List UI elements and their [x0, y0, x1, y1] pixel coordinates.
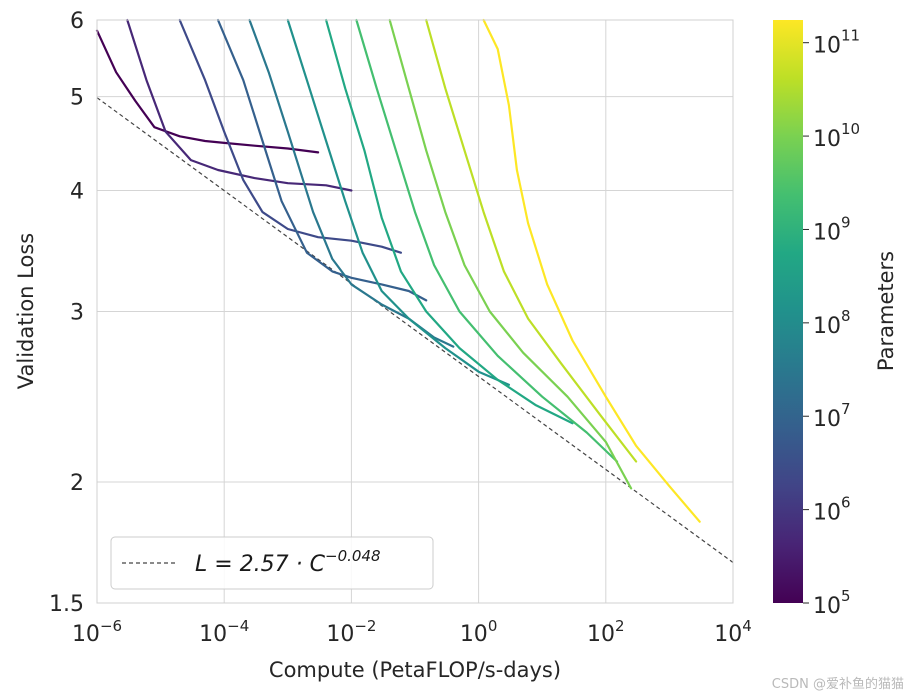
- y-tick-labels: 1.5 2 3 4 5 6: [49, 9, 84, 617]
- series-line-8: [355, 18, 619, 463]
- series-line-4: [216, 18, 428, 302]
- colorbar-tick-label: 109: [813, 213, 851, 245]
- series-line-10: [425, 18, 638, 463]
- x-tick-label: 10−4: [199, 617, 249, 647]
- legend: L = 2.57 · C−0.048: [110, 536, 434, 590]
- legend-label: L = 2.57 · C−0.048: [195, 547, 381, 577]
- series-line-9: [388, 18, 633, 490]
- series-line-3: [178, 18, 402, 254]
- series-line-6: [286, 18, 510, 386]
- colorbar-tick-label: 106: [813, 494, 851, 526]
- fit-line-group: [96, 97, 734, 563]
- x-tick-labels: 10−6 10−4 10−2 100 102 104: [72, 617, 752, 647]
- y-tick-label: 1.5: [49, 592, 84, 617]
- colorbar-tick-label: 1010: [813, 120, 860, 152]
- series-line-2: [126, 18, 353, 192]
- x-tick-label: 104: [714, 617, 752, 647]
- series-line-11: [482, 18, 701, 523]
- colorbar-tick-label: 107: [813, 400, 851, 432]
- plot-frame: [96, 19, 734, 604]
- y-tick-label: 4: [70, 180, 84, 205]
- x-tick-label: 10−6: [72, 617, 122, 647]
- colorbar-tick-label: 1011: [813, 27, 860, 59]
- series-group: [95, 18, 701, 523]
- y-tick-label: 6: [70, 9, 84, 34]
- colorbar-tick-label: 108: [813, 307, 851, 339]
- y-tick-label: 5: [70, 86, 84, 111]
- x-tick-label: 100: [460, 617, 498, 647]
- x-tick-label: 10−2: [326, 617, 376, 647]
- legend-box: [110, 536, 434, 590]
- colorbar: [773, 20, 803, 603]
- legend-label-exponent: −0.048: [325, 547, 381, 565]
- colorbar-label: Parameters: [874, 251, 898, 371]
- y-tick-label: 2: [70, 471, 84, 496]
- series-line-1: [95, 29, 320, 154]
- watermark: CSDN @爱补鱼的猫猫: [772, 676, 904, 692]
- x-tick-label: 102: [587, 617, 625, 647]
- x-axis-label: Compute (PetaFLOP/s-days): [269, 658, 561, 682]
- colorbar-tick-labels: 105 106 107 108 109 1010 1011: [803, 27, 860, 619]
- legend-label-main: L = 2.57 · C: [195, 552, 326, 577]
- colorbar-tick-label: 105: [813, 587, 851, 619]
- y-axis-label: Validation Loss: [14, 233, 38, 389]
- fit-line: [96, 97, 734, 563]
- y-tick-label: 3: [70, 301, 84, 326]
- series-line-7: [325, 18, 574, 425]
